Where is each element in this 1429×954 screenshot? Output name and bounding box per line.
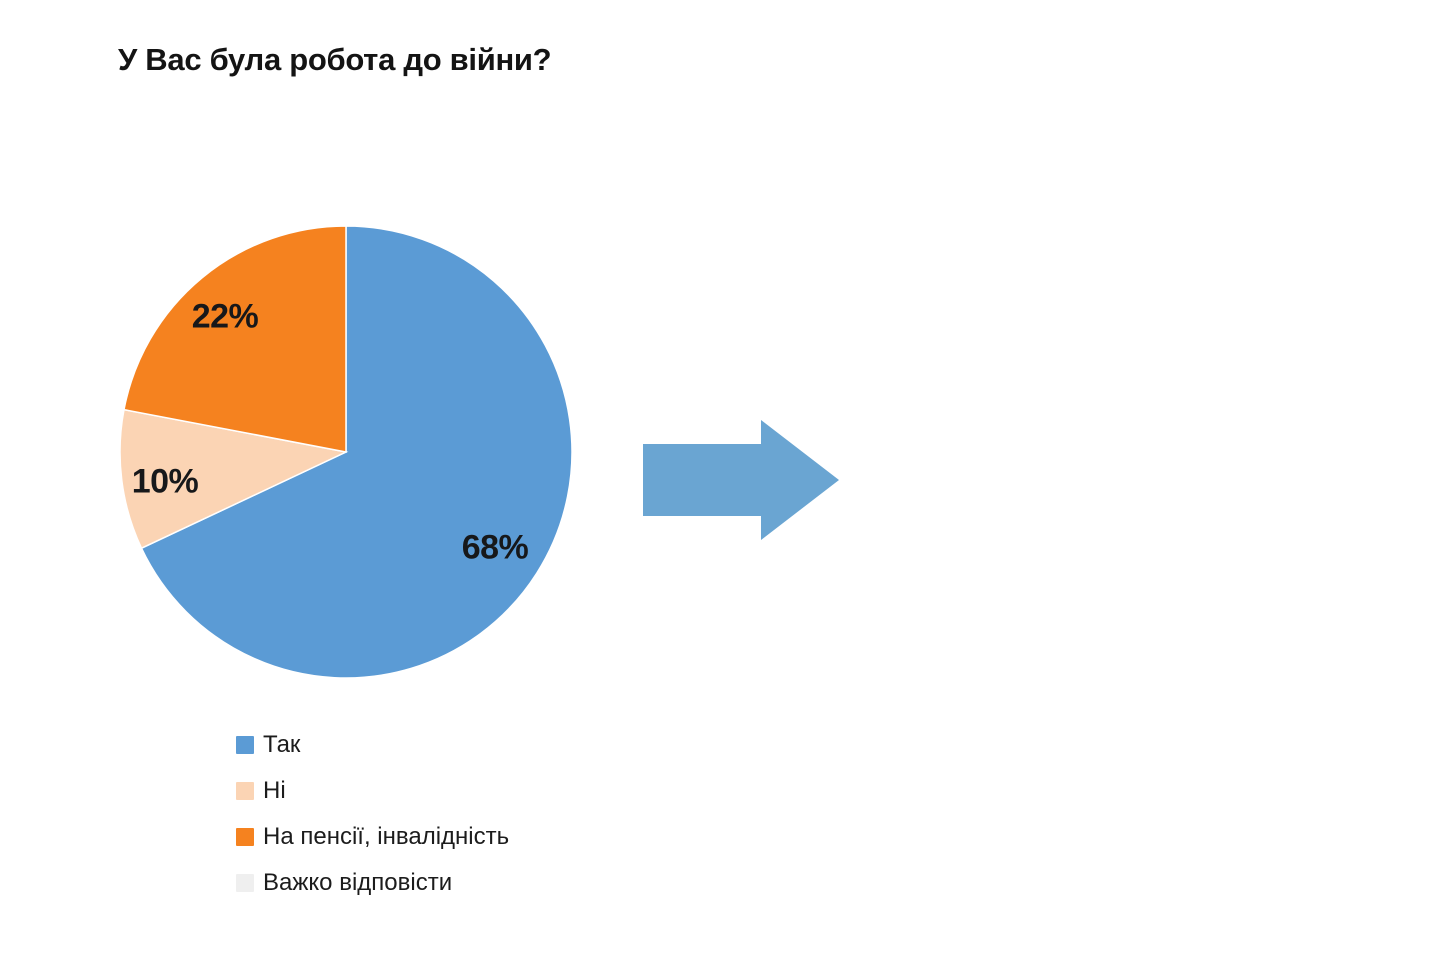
pie-slice-value-label: 22% [191,297,259,336]
legend-left-item[interactable]: Важко відповісти [236,860,509,906]
legend-color-swatch [236,782,254,800]
pie-before-war-svg [120,226,572,678]
legend-item-label: Так [263,731,301,758]
legend-item-label: Ні [263,777,286,804]
pie-slice [140,226,572,678]
legend-item-label: Важко відповісти [263,869,453,896]
legend-item-label: На пенсії, інвалідність [263,823,510,850]
legend-left-item[interactable]: На пенсії, інвалідність [236,814,509,860]
left-chart-legend: Так Ні На пенсії, інвалідність Важко відпов… [236,722,509,906]
legend-left-item[interactable]: Ні [236,768,509,814]
pie-slice-value-label: 10% [131,462,199,501]
legend-color-swatch [236,828,254,846]
pie-slice [123,226,347,453]
legend-left-item[interactable]: Так [236,722,509,768]
left-chart-title: У Вас була робота до війни? [118,42,552,77]
right-arrow-icon [643,420,839,540]
right-chart-panel: Чи працюєте Ви зараз? Серед тих, хто мав… [620,0,1429,954]
pie-slice-value-label: 68% [461,528,529,567]
right-arrow-shape [643,420,839,540]
pie-chart-before-war [120,226,572,678]
pie-slice [120,408,349,550]
legend-color-swatch [236,736,254,754]
left-chart-panel: У Вас була робота до війни? 68% 10% 22% … [0,0,620,954]
legend-color-swatch [236,874,254,892]
